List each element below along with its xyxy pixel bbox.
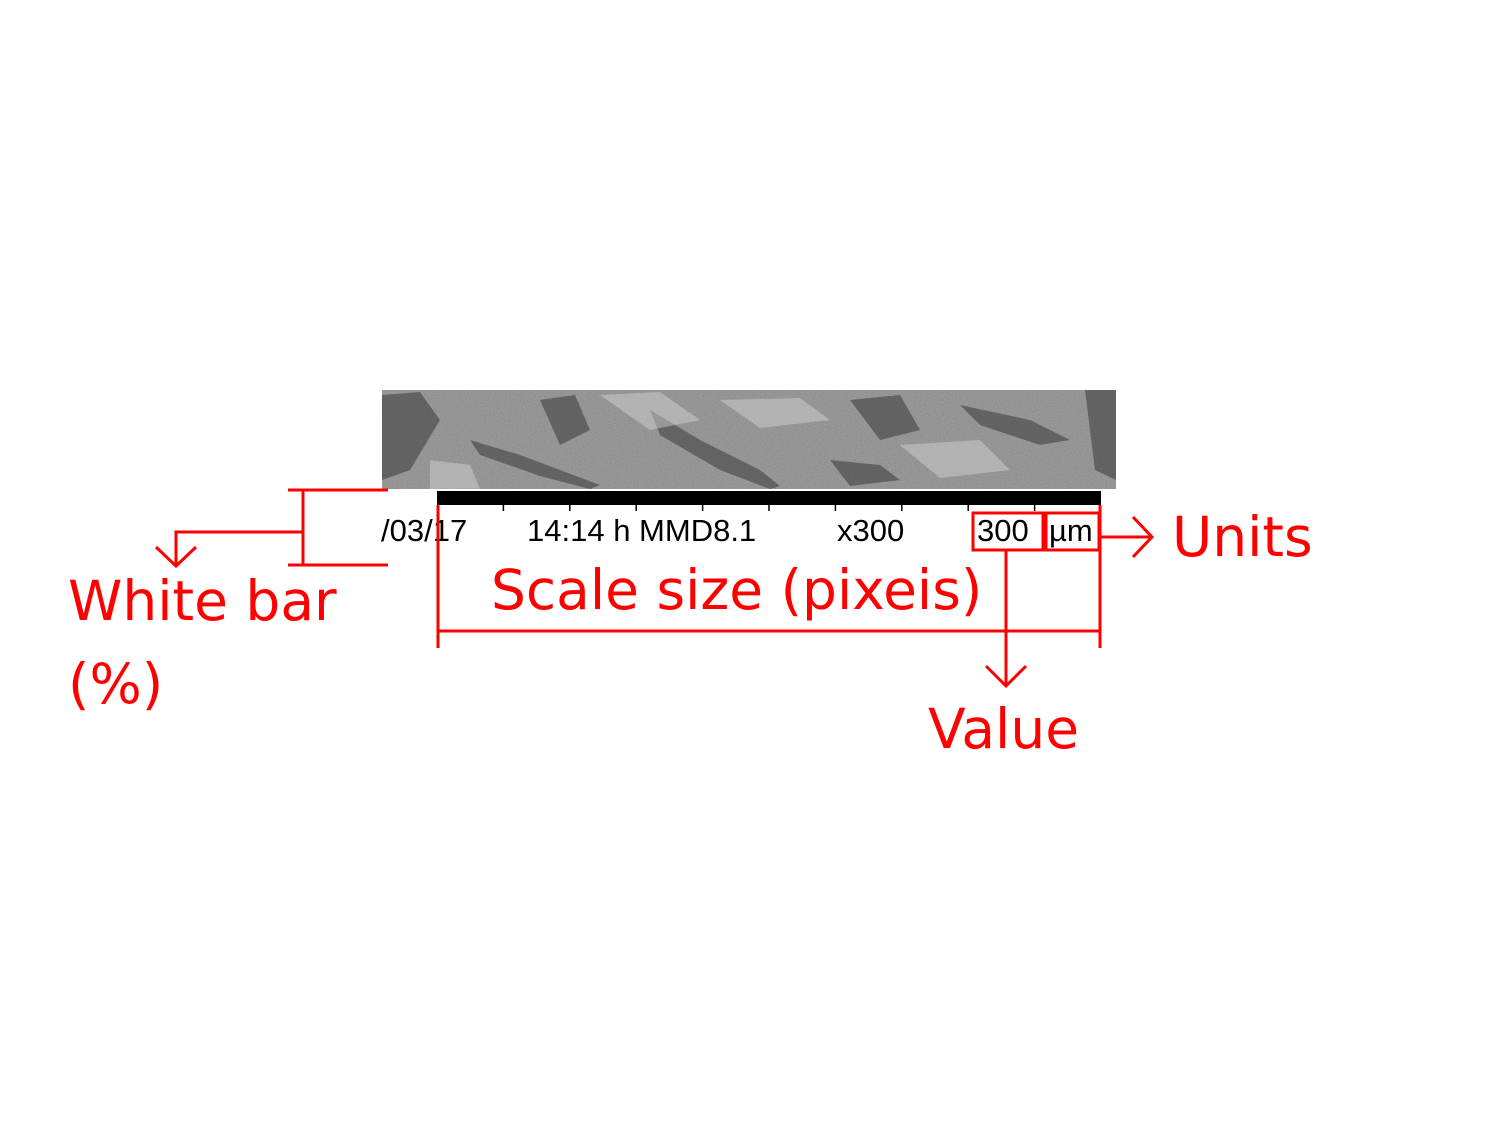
units-label: Units bbox=[1172, 505, 1313, 569]
value-arrow-icon bbox=[984, 550, 1028, 689]
scale-size-label: Scale size (pixeis) bbox=[491, 558, 982, 622]
scale-bar bbox=[437, 491, 1101, 511]
white-bar-label-line1: White bar bbox=[68, 569, 337, 633]
value-highlight-box bbox=[971, 511, 1045, 552]
micrograph-features bbox=[382, 390, 1116, 489]
value-label: Value bbox=[928, 697, 1079, 761]
white-bar-arrow-icon bbox=[154, 530, 303, 569]
info-date: /03/17 bbox=[381, 513, 467, 548]
scale-bar-line bbox=[437, 491, 1101, 505]
scale-unit-text: µm bbox=[1049, 513, 1093, 548]
sem-micrograph-strip bbox=[382, 390, 1116, 489]
info-time-mode: 14:14 h MMD8.1 bbox=[527, 513, 756, 548]
scale-ticks bbox=[502, 505, 1036, 511]
info-magnification: x300 bbox=[837, 513, 904, 548]
white-bar-label-line2: (%) bbox=[68, 652, 163, 716]
info-bar: /03/17 14:14 h MMD8.1 x300 300 µm bbox=[381, 513, 1093, 548]
scale-size-dimension bbox=[436, 505, 1102, 648]
scale-value-text: 300 bbox=[977, 513, 1029, 548]
micrograph-highlights bbox=[430, 392, 1010, 489]
units-arrow-icon bbox=[1100, 515, 1155, 559]
white-bar-bracket bbox=[288, 488, 388, 567]
